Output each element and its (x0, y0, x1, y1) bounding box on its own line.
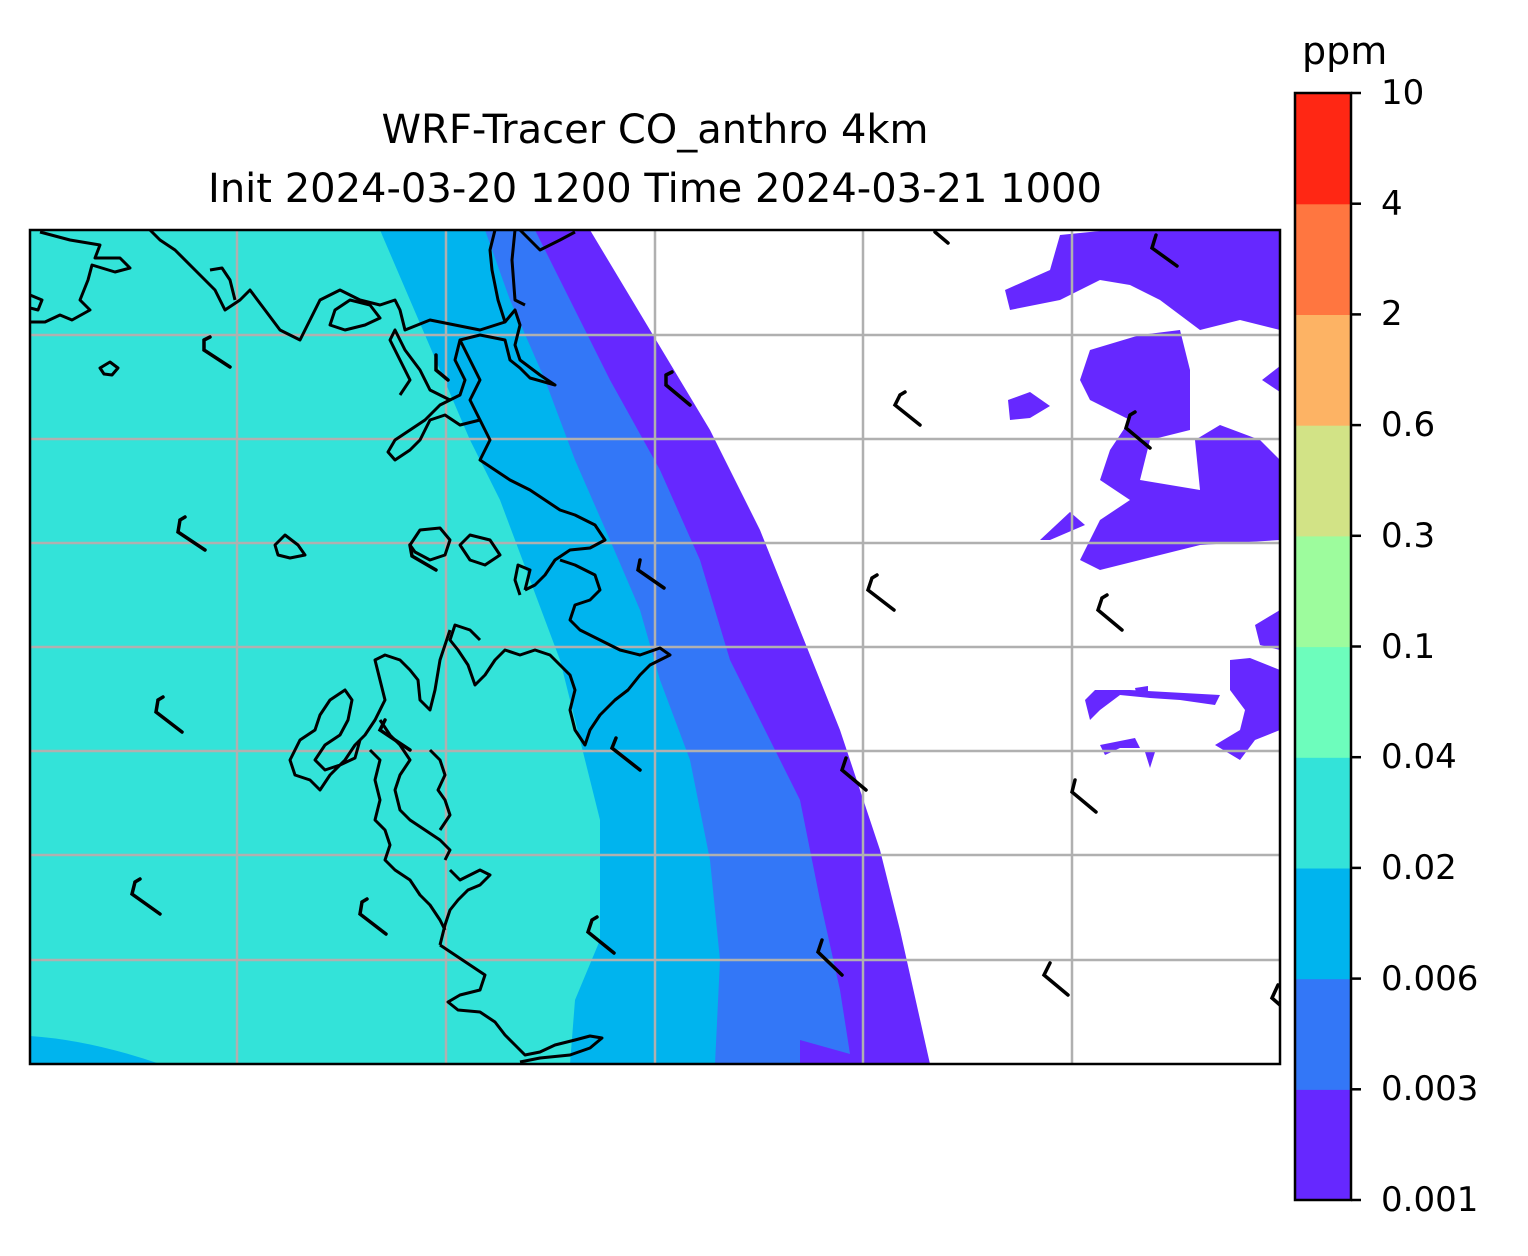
colorbar-tick-label: 10 (1381, 73, 1425, 113)
patch-east-6 (1255, 610, 1280, 650)
colorbar-tick-label: 0.6 (1381, 405, 1436, 446)
colorbar-unit-label: ppm (1302, 29, 1388, 73)
colorbar-tick-label: 0.3 (1381, 515, 1436, 556)
colorbar-segment (1295, 757, 1351, 869)
colorbar (1295, 91, 1361, 1202)
colorbar-tick-label: 0.02 (1381, 847, 1457, 888)
colorbar-tick-label: 0.001 (1381, 1180, 1479, 1220)
colorbar-segment (1295, 1089, 1351, 1201)
colorbar-segment (1295, 646, 1351, 758)
colorbar-segment (1295, 93, 1351, 205)
map-subtitle: Init 2024-03-20 1200 Time 2024-03-21 100… (208, 166, 1102, 212)
colorbar-segment (1295, 535, 1351, 648)
patch-east-1 (1005, 230, 1280, 330)
colorbar-tick-label: 2 (1381, 294, 1403, 335)
patch-east-11 (1145, 752, 1155, 768)
colorbar-tick-label: 0.04 (1381, 737, 1457, 778)
colorbar-segment (1295, 314, 1351, 426)
colorbar-tick-label: 4 (1381, 183, 1403, 224)
patch-east-3 (1008, 392, 1050, 420)
patch-east-9 (1135, 686, 1148, 692)
gridlines (30, 230, 1280, 1064)
colorbar-tick-label: 0.003 (1381, 1069, 1479, 1110)
colorbar-segment (1295, 978, 1351, 1090)
map-title: WRF-Tracer CO_anthro 4km (381, 107, 929, 153)
colorbar-segment (1295, 867, 1351, 980)
patch-east-8 (1085, 690, 1220, 720)
patch-east-2 (1080, 330, 1280, 570)
wind-barbs (130, 230, 1280, 1007)
colorbar-tick-label: 0.006 (1381, 958, 1479, 999)
patch-east-5 (1040, 512, 1085, 540)
patch-east-4 (1262, 366, 1280, 392)
colorbar-tick-label: 0.1 (1381, 626, 1436, 667)
colorbar-frame (1293, 91, 1353, 1202)
map-area (30, 230, 1280, 1064)
colorbar-segment (1295, 425, 1351, 537)
colorbar-segment (1295, 203, 1351, 315)
patch-east-7 (1215, 658, 1280, 760)
map-frame (28, 228, 1282, 1066)
band-0.006-corner (30, 1036, 160, 1064)
